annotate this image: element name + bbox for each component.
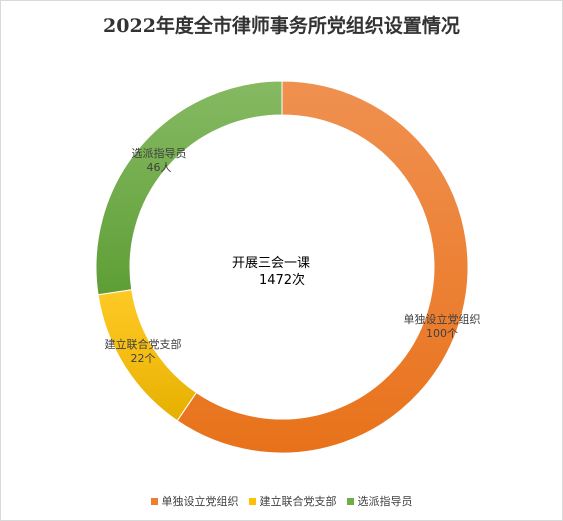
- slice-label-name: 单独设立党组织: [404, 312, 481, 326]
- donut-slice: [95, 80, 283, 296]
- legend-item: 选派指导员: [346, 493, 413, 509]
- legend-label: 单独设立党组织: [161, 495, 239, 508]
- legend-swatch: [150, 497, 158, 505]
- donut-slice: [176, 80, 469, 454]
- slice-label-value: 22个: [131, 352, 156, 365]
- center-label-value: 1472次: [259, 272, 305, 288]
- legend-item: 建立联合党支部: [248, 493, 337, 509]
- legend-label: 建立联合党支部: [259, 495, 337, 508]
- legend-item: 单独设立党组织: [150, 493, 239, 509]
- chart-title: 2022年度全市律师事务所党组织设置情况: [103, 15, 460, 37]
- chart-legend: 单独设立党组织 建立联合党支部 选派指导员: [1, 493, 562, 509]
- center-label-title: 开展三会一课: [232, 256, 310, 271]
- slice-label-value: 100个: [426, 327, 458, 340]
- slice-label-name: 建立联合党支部: [105, 337, 182, 351]
- slice-label-value: 46人: [147, 161, 172, 174]
- legend-label: 选派指导员: [357, 495, 413, 508]
- legend-swatch: [248, 497, 256, 505]
- slice-label-name: 选派指导员: [132, 146, 187, 160]
- legend-swatch: [346, 497, 354, 505]
